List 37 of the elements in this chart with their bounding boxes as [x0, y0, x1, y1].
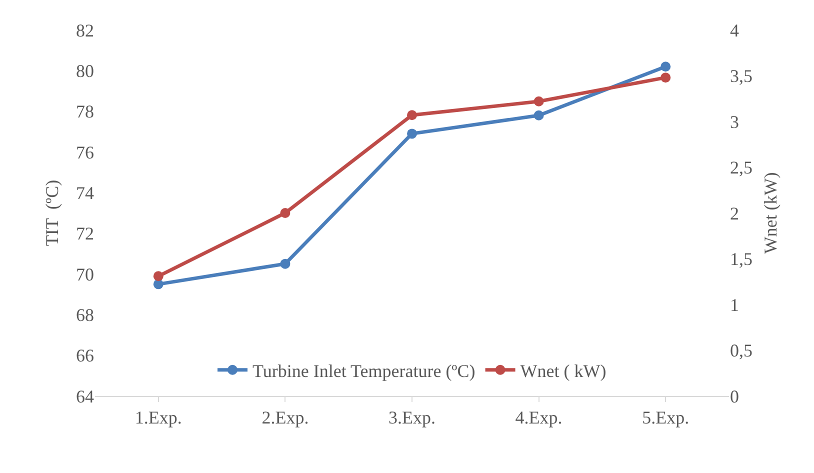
y-tick-label: 64: [76, 386, 94, 406]
point: [407, 128, 417, 139]
point: [534, 96, 544, 106]
y-tick-label: 68: [76, 304, 94, 325]
point: [153, 271, 164, 282]
x-tick-label: 3.Exp.: [388, 408, 436, 428]
x-tick-label: 1.Exp.: [134, 408, 182, 428]
y2-tick-label: 3: [730, 112, 739, 132]
y2-tick-label: 1,5: [730, 249, 752, 270]
y2-tick-label: 3,5: [730, 66, 752, 86]
y-tick-label: 82: [76, 20, 94, 40]
y2-tick-label: 2,5: [730, 158, 752, 178]
y2-tick-label: 0,5: [730, 340, 752, 361]
y-tick-label: 66: [76, 346, 94, 366]
legend-label: Turbine Inlet Temperature (ºC): [252, 360, 476, 381]
point: [534, 110, 544, 120]
x-tick-label: 5.Exp.: [642, 408, 690, 428]
y-axis-title: TIT (ºC): [42, 180, 62, 246]
y2-tick-label: 2: [730, 203, 739, 224]
y-tick-label: 76: [76, 142, 94, 162]
y2-tick-label: 1: [730, 294, 739, 315]
y2-tick-label: 4: [730, 20, 739, 40]
x-tick-label: 4.Exp.: [515, 408, 562, 428]
y2-axis-title: Wnet (kW): [760, 172, 781, 254]
y-tick-label: 74: [76, 182, 94, 203]
point: [280, 208, 290, 218]
point: [660, 72, 671, 83]
point: [660, 62, 671, 72]
point: [407, 110, 417, 120]
point: [280, 258, 290, 269]
y-tick-label: 72: [76, 224, 94, 244]
y-tick-label: 78: [76, 102, 94, 122]
x-tick-label: 2.Exp.: [262, 408, 309, 428]
y-tick-label: 70: [76, 264, 94, 284]
y-tick-label: 80: [76, 60, 94, 81]
legend-label: Wnet ( kW): [520, 360, 606, 381]
y2-tick-label: 0: [730, 386, 739, 406]
